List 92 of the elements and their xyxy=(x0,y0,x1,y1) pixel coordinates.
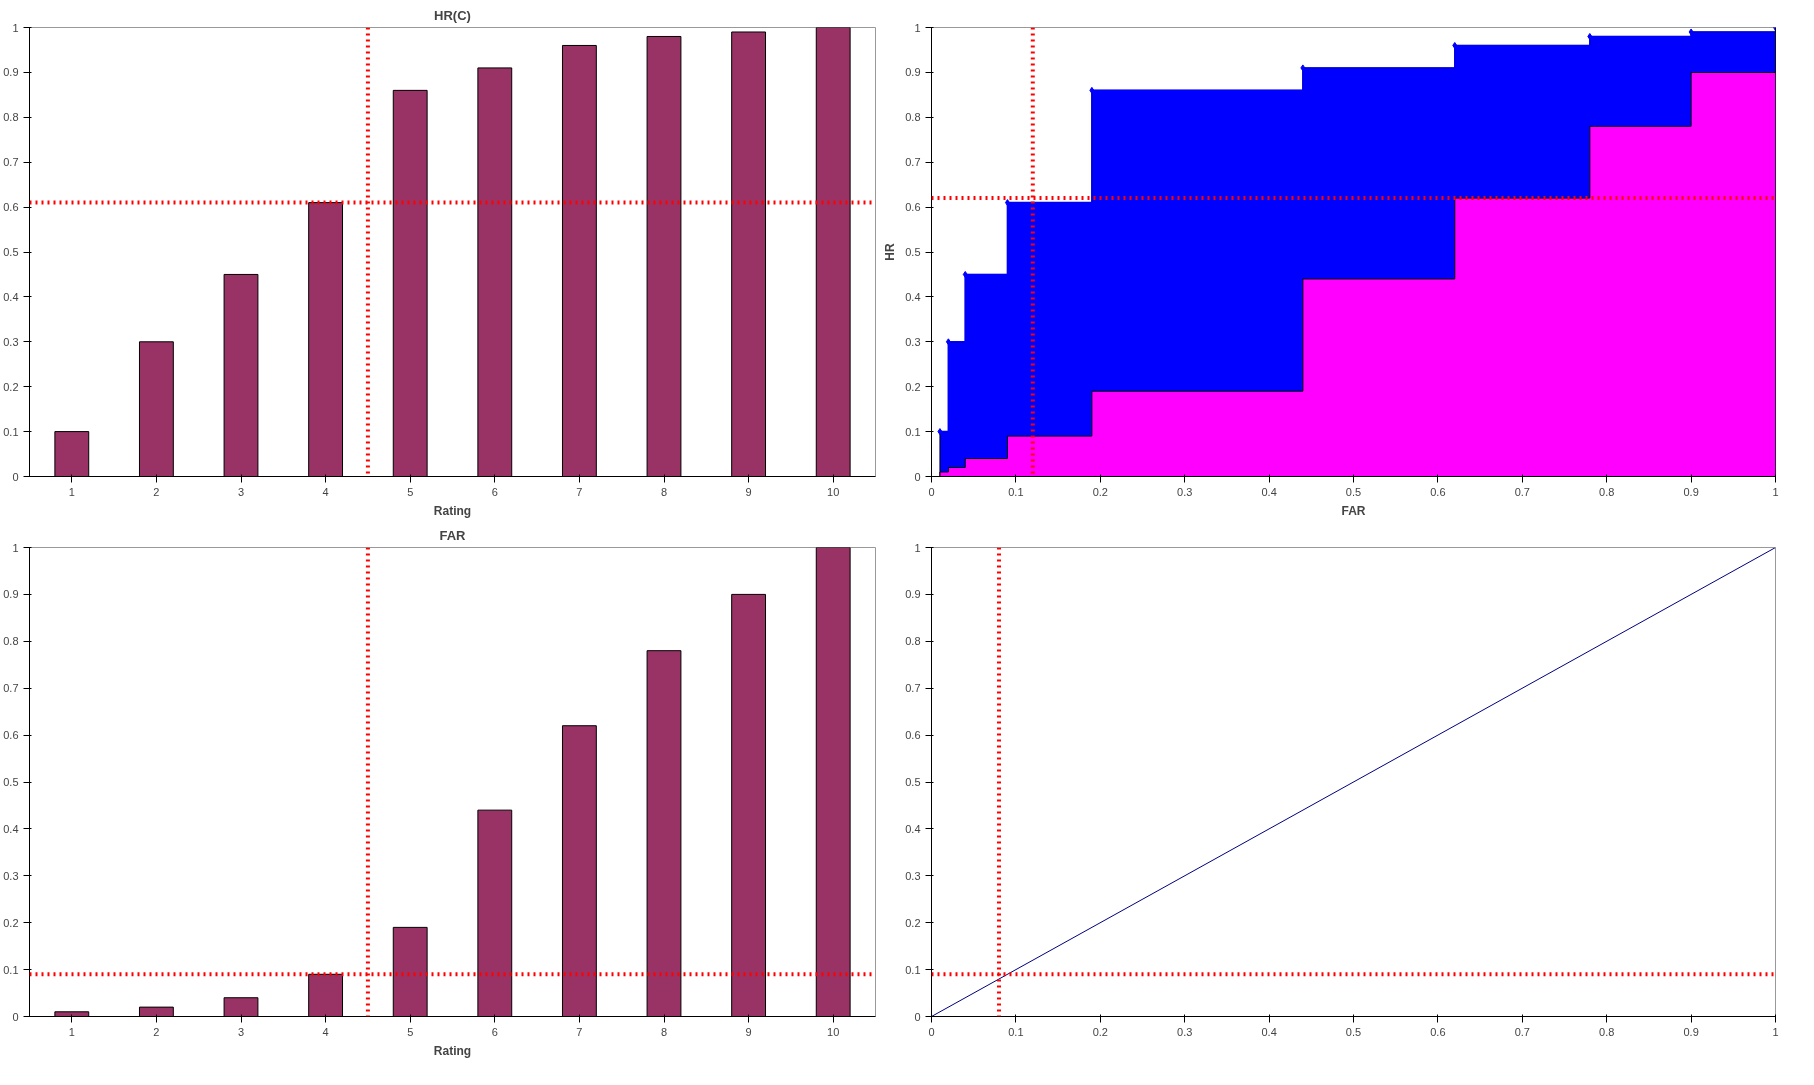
y-tick-label: 0 xyxy=(12,1010,19,1023)
y-tick-label: 0.3 xyxy=(3,335,19,348)
x-tick-label: 8 xyxy=(660,1025,668,1038)
x-tick-label: 0 xyxy=(928,1025,935,1038)
y-tick-label: 0.5 xyxy=(3,246,19,258)
y-tick-label: 0.5 xyxy=(905,246,921,258)
y-tick-label: 0.6 xyxy=(905,201,921,214)
x-tick-label: 7 xyxy=(576,485,583,498)
y-tick-label: 0.8 xyxy=(3,635,19,648)
y-tick-label: 0.2 xyxy=(3,380,19,393)
y-tick-label: 0 xyxy=(914,470,921,483)
x-tick-label: 0.2 xyxy=(1092,1025,1108,1038)
x-tick-label: 9 xyxy=(745,485,752,498)
x-tick-label: 0.3 xyxy=(1177,1025,1193,1038)
y-tick-label: 0.8 xyxy=(905,635,921,648)
y-tick-label: 0.7 xyxy=(3,156,19,169)
y-tick-label: 1 xyxy=(12,541,19,554)
x-tick-label: 0.8 xyxy=(1599,1025,1615,1038)
y-tick-label: 0.2 xyxy=(905,380,921,393)
x-tick-label: 0 xyxy=(928,485,935,498)
y-tick-label: 0.5 xyxy=(3,776,19,788)
x-tick-label: 4 xyxy=(322,485,329,498)
y-tick-label: 0.8 xyxy=(905,111,921,124)
y-axis-title: HR xyxy=(883,243,898,261)
x-axis-title: Rating xyxy=(433,503,472,518)
x-tick-label: 0.4 xyxy=(1261,485,1277,498)
y-tick-label: 0.3 xyxy=(3,869,19,882)
y-tick-label: 0.9 xyxy=(3,66,19,79)
x-tick-label: 0.5 xyxy=(1345,485,1362,498)
x-tick-label: 0.6 xyxy=(1430,485,1446,498)
y-tick-label: 0.3 xyxy=(905,869,921,882)
y-tick-label: 0.1 xyxy=(905,963,921,976)
x-tick-label: 0.3 xyxy=(1177,485,1193,498)
y-tick-label: 0.7 xyxy=(905,682,921,695)
x-tick-label: 4 xyxy=(322,1025,329,1038)
x-tick-label: 8 xyxy=(660,485,668,498)
x-tick-label: 10 xyxy=(827,1025,840,1038)
y-tick-label: 0.1 xyxy=(3,963,19,976)
y-tick-label: 0.1 xyxy=(3,425,19,438)
y-tick-label: 0 xyxy=(12,470,19,483)
x-tick-label: 0.1 xyxy=(1008,485,1024,498)
y-tick-label: 0.4 xyxy=(3,822,19,835)
x-tick-label: 7 xyxy=(576,1025,583,1038)
x-tick-label: 2 xyxy=(153,1025,160,1038)
x-tick-label: 0.5 xyxy=(1345,1025,1362,1038)
x-tick-label: 0.6 xyxy=(1430,1025,1446,1038)
x-tick-label: 6 xyxy=(491,485,498,498)
y-tick-label: 0.2 xyxy=(905,916,921,929)
y-tick-label: 0.6 xyxy=(3,729,19,742)
y-tick-label: 0.5 xyxy=(905,776,921,788)
y-tick-label: 0.4 xyxy=(3,290,19,303)
x-tick-label: 1 xyxy=(1772,1025,1779,1038)
x-tick-label: 3 xyxy=(237,1025,245,1038)
y-tick-label: 0.9 xyxy=(905,588,921,601)
y-tick-label: 1 xyxy=(12,21,19,34)
y-tick-label: 0.9 xyxy=(3,588,19,601)
y-tick-label: 0.6 xyxy=(905,729,921,742)
x-axis-title: Rating xyxy=(433,1043,472,1058)
x-tick-label: 0.2 xyxy=(1092,485,1108,498)
y-tick-label: 0.9 xyxy=(905,66,921,79)
x-tick-label: 1 xyxy=(68,1025,75,1038)
y-tick-label: 0.3 xyxy=(905,335,921,348)
x-tick-label: 2 xyxy=(153,485,160,498)
y-tick-label: 0.4 xyxy=(905,290,921,303)
y-tick-label: 0 xyxy=(914,1010,921,1023)
y-tick-label: 1 xyxy=(914,21,921,34)
x-tick-label: 0.7 xyxy=(1514,1025,1530,1038)
y-tick-label: 0.7 xyxy=(905,156,921,169)
y-tick-label: 0.8 xyxy=(3,111,19,124)
x-tick-label: 0.1 xyxy=(1008,1025,1024,1038)
x-tick-label: 0.9 xyxy=(1683,485,1699,498)
x-tick-label: 0.4 xyxy=(1261,1025,1277,1038)
y-tick-label: 1 xyxy=(914,541,921,554)
y-tick-label: 0.2 xyxy=(3,916,19,929)
x-tick-label: 10 xyxy=(827,485,840,498)
x-tick-label: 0.9 xyxy=(1683,1025,1699,1038)
x-tick-label: 0.8 xyxy=(1599,485,1615,498)
x-tick-label: 5 xyxy=(407,1025,414,1038)
y-tick-label: 0.4 xyxy=(905,822,921,835)
x-tick-label: 0.7 xyxy=(1514,485,1530,498)
chart-title: FAR xyxy=(439,527,467,543)
x-tick-label: 9 xyxy=(745,1025,752,1038)
y-tick-label: 0.6 xyxy=(3,201,19,214)
chart-title: HR(C) xyxy=(434,7,471,23)
y-tick-label: 0.1 xyxy=(905,425,921,438)
x-tick-label: 1 xyxy=(68,485,75,498)
x-tick-label: 3 xyxy=(237,485,245,498)
x-tick-label: 6 xyxy=(491,1025,498,1038)
x-tick-label: 1 xyxy=(1772,485,1779,498)
x-tick-label: 5 xyxy=(407,485,414,498)
x-axis-title: FAR xyxy=(1341,503,1366,518)
y-tick-label: 0.7 xyxy=(3,682,19,695)
